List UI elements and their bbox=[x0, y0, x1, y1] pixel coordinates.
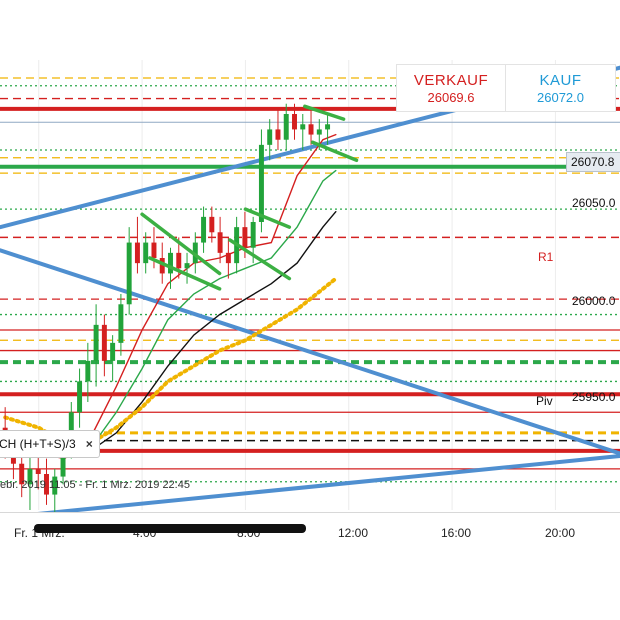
sell-quote-button[interactable]: VERKAUF 26069.6 bbox=[396, 64, 506, 112]
candle-body bbox=[201, 216, 207, 243]
moving-average-line bbox=[4, 211, 337, 452]
candle-body bbox=[184, 263, 190, 269]
trendline bbox=[0, 248, 620, 456]
r1-level-label: R1 bbox=[538, 250, 554, 264]
candle-body bbox=[242, 227, 248, 248]
buy-price: 26072.0 bbox=[537, 90, 584, 105]
time-axis[interactable]: Fr. 1 Mrz. 4:00 8:00 12:00 16:00 20:00 bbox=[0, 512, 620, 557]
pattern-line bbox=[303, 104, 346, 121]
candle-body bbox=[275, 129, 281, 140]
candle-body bbox=[35, 468, 41, 474]
pattern-line bbox=[228, 238, 292, 281]
candle-body bbox=[308, 124, 314, 135]
current-price-tag: 26070.8 bbox=[566, 152, 620, 172]
pattern-line bbox=[140, 212, 222, 276]
candle-body bbox=[27, 468, 33, 485]
x-tick-label: 16:00 bbox=[441, 526, 472, 540]
buy-label: KAUF bbox=[539, 72, 582, 89]
indicator-chip[interactable]: CH (H+T+S)/3 × bbox=[0, 430, 100, 458]
candle-body bbox=[250, 222, 256, 248]
buy-quote-button[interactable]: KAUF 26072.0 bbox=[506, 64, 616, 112]
pattern-line bbox=[148, 256, 222, 291]
scroll-handle[interactable] bbox=[34, 524, 306, 533]
candle-body bbox=[225, 252, 231, 264]
candle-body bbox=[292, 114, 297, 130]
pivot-level-label: Piv bbox=[536, 394, 553, 408]
candle-body bbox=[19, 463, 25, 485]
date-range-label: ebr. 2019 11:05 - Fr. 1 Mrz. 2019 22:45 bbox=[0, 479, 190, 491]
candle-body bbox=[44, 474, 49, 495]
candle-body bbox=[110, 342, 116, 361]
pattern-line bbox=[243, 207, 292, 229]
candle-body bbox=[52, 476, 58, 495]
indicator-name: CH (H+T+S)/3 bbox=[0, 437, 76, 451]
candle-body bbox=[258, 144, 264, 222]
x-tick-label: 20:00 bbox=[545, 526, 576, 540]
candle-body bbox=[159, 258, 165, 274]
candle-body bbox=[217, 232, 223, 253]
candle-body bbox=[60, 448, 66, 477]
candle-body bbox=[126, 242, 132, 305]
candle-body bbox=[101, 324, 107, 361]
y-tick-label: 26000.0 bbox=[572, 294, 616, 308]
candle-body bbox=[134, 242, 140, 264]
x-tick-label: 12:00 bbox=[338, 526, 369, 540]
candle-body bbox=[176, 252, 182, 269]
candle-body bbox=[316, 129, 322, 135]
y-tick-label: 26050.0 bbox=[572, 196, 616, 210]
candle-body bbox=[325, 124, 331, 130]
candle-body bbox=[168, 252, 173, 274]
trendline bbox=[0, 454, 620, 520]
candle-body bbox=[151, 242, 157, 258]
candle-body bbox=[209, 216, 215, 233]
candle-body bbox=[118, 304, 124, 343]
candle-body bbox=[93, 324, 99, 361]
candle-body bbox=[77, 381, 83, 413]
sell-label: VERKAUF bbox=[413, 72, 489, 89]
candle-body bbox=[300, 124, 306, 130]
candle-body bbox=[267, 129, 273, 145]
y-tick-label: 25950.0 bbox=[572, 390, 616, 404]
pattern-line bbox=[310, 140, 359, 163]
candle-body bbox=[283, 114, 289, 140]
close-icon[interactable]: × bbox=[85, 437, 93, 451]
sell-price: 26069.6 bbox=[427, 90, 475, 105]
candle-body bbox=[85, 360, 91, 382]
candle-body bbox=[143, 242, 149, 264]
